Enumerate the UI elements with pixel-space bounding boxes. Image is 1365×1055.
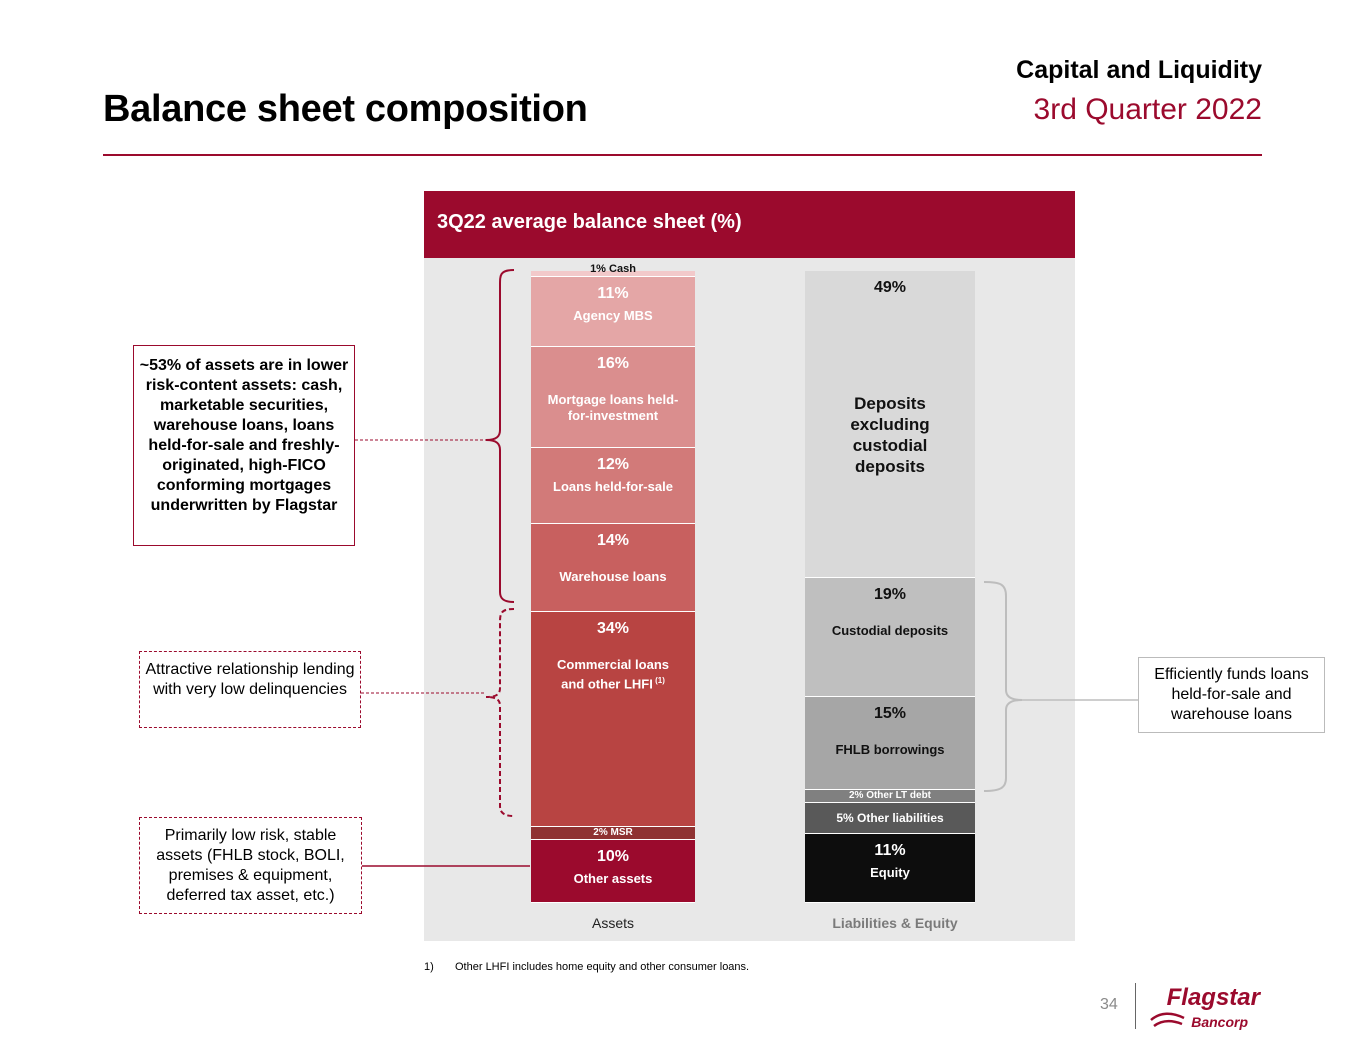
callout-stable-assets: Primarily low risk, stable assets (FHLB … bbox=[139, 817, 362, 914]
footnote: 1) Other LHFI includes home equity and ot… bbox=[424, 961, 749, 973]
bar-segment-value: 15% bbox=[873, 704, 907, 722]
bar-segment-1-1: 19% Custodial deposits bbox=[805, 577, 975, 697]
bar-segment-0-6: 2% MSR bbox=[531, 827, 695, 840]
bar-segment-label: Agency MBS bbox=[573, 308, 653, 324]
bar-segment-0-0: 1% Cash bbox=[531, 263, 695, 278]
flagstar-logo: Flagstar Bancorp bbox=[1150, 984, 1262, 1030]
callout-relationship-lending: Attractive relationship lending with ver… bbox=[139, 651, 361, 728]
bar-segment-label: Warehouse loans bbox=[559, 568, 667, 584]
bar-segment-0-5: 34% Commercial loans and other LHFI (1) bbox=[531, 612, 695, 828]
bracket-lower-risk bbox=[485, 269, 515, 603]
bar-segment-value: 10% bbox=[596, 847, 630, 865]
header-rule bbox=[103, 154, 1262, 156]
bar-segment-label: Other assets bbox=[573, 870, 653, 886]
logo-swoosh bbox=[1150, 1012, 1185, 1028]
bar-segment-1-0: 49% Deposits excluding custodial deposits bbox=[805, 271, 975, 578]
footnote-marker: (1) bbox=[652, 676, 665, 686]
chart-title: 3Q22 average balance sheet (%) bbox=[437, 211, 742, 233]
logo-divider bbox=[1135, 983, 1136, 1029]
logo-main-text: Flagstar bbox=[1167, 984, 1262, 1011]
bar-segment-label: Mortgage loans held-for-investment bbox=[547, 391, 679, 423]
bar-segment-inline-label: 1% Cash bbox=[590, 263, 636, 275]
axis-category-label: Assets bbox=[591, 915, 634, 931]
callout-efficient-funding: Efficiently funds loans held-for-sale an… bbox=[1138, 657, 1325, 733]
bar-segment-value: 19% bbox=[873, 585, 907, 603]
logo-sub-text: Bancorp bbox=[1191, 1014, 1248, 1030]
bar-segment-label: Deposits excluding custodial deposits bbox=[850, 394, 930, 476]
bar-segment-inline-label: 2% Other LT debt bbox=[848, 790, 932, 802]
quarter-label: 3rd Quarter 2022 bbox=[1033, 93, 1262, 126]
bar-segment-value: 34% bbox=[596, 620, 630, 638]
bar-segment-value: 49% bbox=[873, 279, 907, 296]
callout-low-risk-assets: ~53% of assets are in lower risk-content… bbox=[133, 345, 355, 546]
bar-segment-inline-label: 5% Other liabilities bbox=[836, 810, 944, 825]
bracket-commercial bbox=[485, 608, 515, 817]
bar-segment-label: Commercial loans and other LHFI (1) bbox=[557, 657, 669, 692]
bar-segment-label: Loans held-for-sale bbox=[553, 478, 673, 494]
bar-segment-0-4: 14% Warehouse loans bbox=[531, 523, 695, 613]
footnote-text: Other LHFI includes home equity and othe… bbox=[455, 961, 750, 973]
bar-segment-1-5: 11% Equity bbox=[805, 834, 975, 903]
bar-segment-value: 11% bbox=[874, 842, 906, 860]
bar-segment-label: FHLB borrowings bbox=[835, 741, 945, 757]
bracket-funding bbox=[983, 581, 1023, 792]
bar-segment-value: 16% bbox=[596, 354, 630, 372]
bar-segment-1-3: 2% Other LT debt bbox=[805, 790, 975, 803]
footnote-number: 1) bbox=[424, 961, 434, 973]
page-title: Balance sheet composition bbox=[103, 88, 588, 130]
bar-segment-0-3: 12% Loans held-for-sale bbox=[531, 447, 695, 524]
section-title: Capital and Liquidity bbox=[1016, 56, 1262, 84]
bar-segment-1-2: 15% FHLB borrowings bbox=[805, 696, 975, 791]
bar-segment-label: Custodial deposits bbox=[831, 622, 949, 638]
bar-segment-1-4: 5% Other liabilities bbox=[805, 802, 975, 835]
bar-segment-0-7: 10% Other assets bbox=[531, 839, 695, 903]
bar-segment-0-1: 11% Agency MBS bbox=[531, 277, 695, 347]
bar-segment-value: 12% bbox=[596, 455, 630, 473]
bar-segment-label: Equity bbox=[870, 865, 910, 881]
axis-category-label: Liabilities & Equity bbox=[832, 915, 958, 931]
bar-segment-value: 14% bbox=[596, 531, 630, 549]
bar-segment-value: 11% bbox=[597, 285, 629, 303]
page-number: 34 bbox=[1100, 996, 1118, 1013]
bar-segment-0-2: 16% Mortgage loans held-for-investment bbox=[531, 346, 695, 448]
chart-panel-header bbox=[424, 191, 1075, 258]
bar-segment-inline-label: 2% MSR bbox=[593, 827, 633, 839]
